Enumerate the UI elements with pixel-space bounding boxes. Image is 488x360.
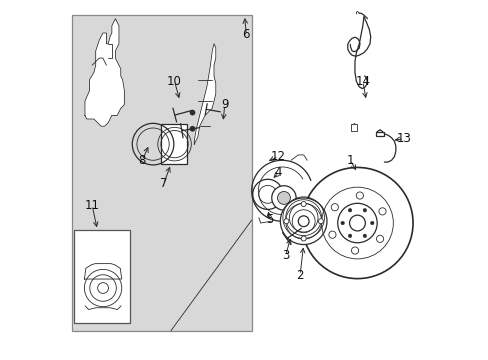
Circle shape (284, 219, 288, 224)
Circle shape (190, 126, 195, 131)
Circle shape (337, 203, 376, 243)
Text: 5: 5 (265, 213, 273, 226)
Polygon shape (85, 19, 124, 126)
Circle shape (349, 215, 365, 231)
Circle shape (378, 208, 386, 215)
Circle shape (318, 219, 323, 224)
Text: 6: 6 (242, 28, 249, 41)
Bar (351, 125, 356, 131)
Circle shape (301, 167, 412, 279)
Text: 12: 12 (270, 150, 285, 163)
Circle shape (340, 221, 344, 225)
Circle shape (347, 208, 351, 212)
Circle shape (362, 234, 366, 238)
Circle shape (370, 221, 373, 225)
Text: 10: 10 (167, 75, 182, 88)
Circle shape (301, 202, 305, 207)
Circle shape (190, 110, 195, 115)
Bar (161, 125, 186, 164)
Circle shape (301, 236, 305, 241)
Text: 7: 7 (160, 177, 167, 190)
Text: 1: 1 (346, 154, 353, 167)
Polygon shape (194, 44, 215, 144)
Circle shape (356, 192, 363, 199)
Circle shape (351, 247, 358, 254)
Bar (376, 132, 384, 136)
Circle shape (376, 235, 383, 242)
Text: 2: 2 (296, 269, 303, 282)
Circle shape (277, 192, 290, 204)
Text: 14: 14 (355, 75, 369, 88)
Circle shape (328, 231, 335, 238)
Circle shape (280, 198, 326, 244)
Text: 11: 11 (84, 199, 100, 212)
Circle shape (330, 204, 338, 211)
Text: 3: 3 (282, 249, 289, 262)
Text: 9: 9 (221, 98, 228, 111)
Circle shape (98, 283, 108, 293)
Bar (72, 15, 251, 330)
Circle shape (362, 208, 366, 212)
Circle shape (347, 234, 351, 238)
Bar (74, 230, 129, 323)
Text: 13: 13 (396, 132, 411, 145)
Text: 8: 8 (138, 154, 146, 167)
Circle shape (271, 186, 296, 210)
Text: 4: 4 (274, 166, 282, 179)
Circle shape (298, 216, 308, 226)
